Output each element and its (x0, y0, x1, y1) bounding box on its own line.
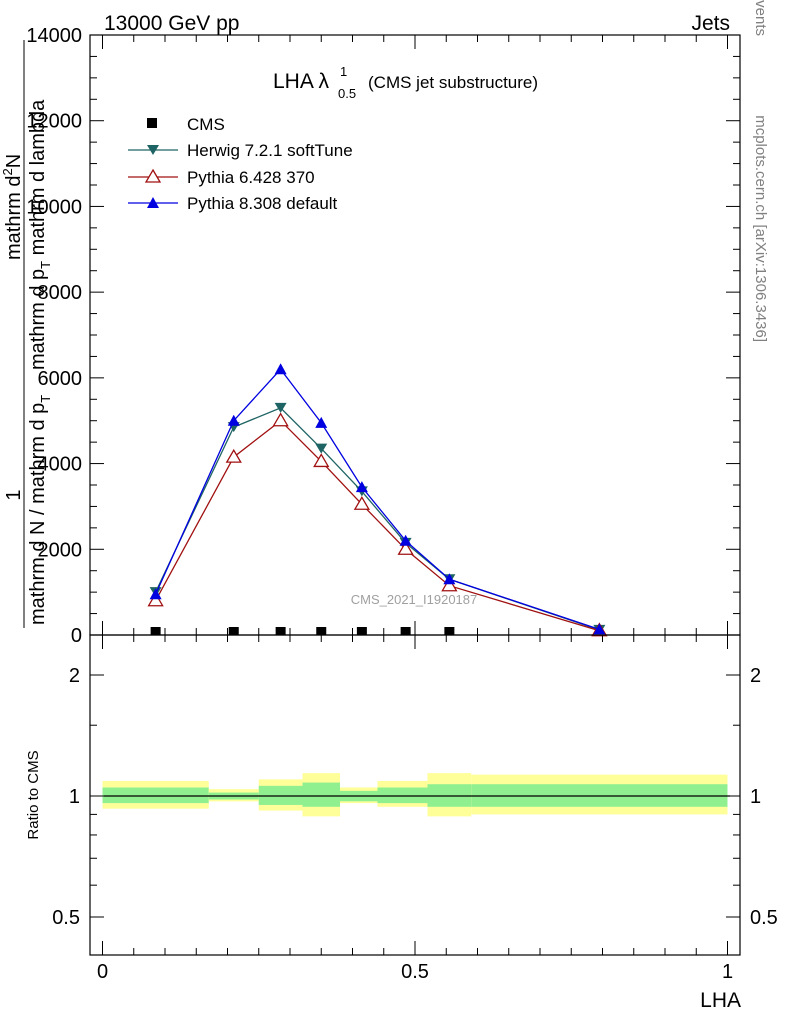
ylabel-den-sub: T (38, 261, 53, 269)
data-point-series-3 (227, 414, 240, 426)
data-point-series-3 (355, 481, 368, 493)
x-tick-label: 1 (722, 961, 733, 983)
ylabel-den-text: mathrm d p (27, 269, 49, 370)
ratio-y-label: Ratio to CMS (25, 750, 42, 839)
data-point-series-2 (272, 412, 289, 427)
ratio-y-axis: 0.5 0.5 1 1 2 2 (52, 665, 778, 929)
title-sub: 0.5 (338, 86, 356, 101)
ylabel-prefix-num: 1 (3, 489, 25, 500)
ratio-y-tick-label: 2 (69, 665, 80, 687)
ratio-y-tick-label-right: 1 (750, 786, 761, 808)
ylabel-num-sup: 2 (0, 168, 15, 175)
data-point-series-1 (315, 443, 328, 454)
legend-pythia8-label: Pythia 8.308 default (187, 194, 338, 213)
header-jets: Jets (691, 12, 730, 35)
legend-cms-marker (147, 118, 157, 128)
legend-cms-label: CMS (187, 115, 225, 134)
main-y-tick-label: 2000 (38, 539, 83, 561)
data-point-series-2 (147, 592, 164, 607)
rivet-label: Rivet 3.1.10, ≥ 2.7M events (752, 0, 769, 36)
legend-pythia6-label: Pythia 6.428 370 (187, 168, 315, 187)
ylabel-num: mathrm d2N (0, 154, 25, 260)
main-y-tick-label: 8000 (38, 282, 83, 304)
ylabel-den-end: mathrm d lambda (27, 99, 49, 261)
data-point-series-3 (149, 588, 162, 600)
ratio-band-inner (377, 787, 428, 804)
title-sup: 1 (340, 64, 347, 79)
title-lha: LHA λ (273, 70, 330, 93)
main-y-label: 1 mathrm d N / mathrm d pT mathrm d2N ma… (0, 40, 53, 628)
ratio-band-inner (302, 782, 340, 807)
ratio-band-inner (102, 787, 209, 804)
ylabel-prefix-den-sub: T (38, 395, 53, 403)
main-y-tick-label: 14000 (26, 25, 82, 47)
legend-pythia8-marker (147, 197, 159, 208)
series-line-3 (155, 368, 600, 631)
data-point-series-0 (150, 627, 161, 635)
data-point-series-0 (316, 627, 327, 635)
data-point-series-0 (228, 627, 239, 635)
analysis-watermark: CMS_2021_I1920187 (351, 592, 478, 607)
data-point-series-2 (353, 495, 371, 510)
data-point-series-3 (315, 416, 328, 428)
data-point-series-1 (274, 402, 287, 413)
ylabel-prefix-den-text: mathrm d N / mathrm d p (27, 403, 49, 625)
main-y-axis: 0 2000 4000 6000 8000 10000 12000 14000 (26, 25, 740, 647)
ratio-y-tick-label: 1 (69, 786, 80, 808)
ratio-y-tick-label-right: 0.5 (750, 907, 778, 929)
mcplots-label: mcplots.cern.ch [arXiv:1306.3436] (752, 115, 769, 342)
data-point-series-3 (274, 363, 287, 375)
data-point-series-3 (399, 534, 412, 546)
title-suffix: (CMS jet substructure) (368, 73, 538, 92)
series-line-2 (155, 419, 600, 632)
x-axis-label: LHA (700, 989, 741, 1012)
data-point-series-2 (441, 577, 458, 592)
data-point-series-0 (356, 627, 367, 635)
data-point-series-0 (444, 627, 455, 635)
header-energy: 13000 GeV pp (104, 12, 239, 35)
ylabel-num-text: mathrm d (3, 176, 25, 260)
main-data-layer (147, 363, 608, 637)
ratio-y-tick-label: 0.5 (52, 907, 80, 929)
legend-herwig-label: Herwig 7.2.1 softTune (187, 141, 353, 160)
main-y-tick-label: 10000 (26, 196, 82, 218)
main-y-tick-label: 4000 (38, 454, 83, 476)
x-tick-label: 0.5 (401, 961, 429, 983)
ylabel-num-end: N (3, 154, 25, 168)
ratio-y-tick-label-right: 2 (750, 665, 761, 687)
ylabel-prefix-den: mathrm d N / mathrm d pT (27, 395, 53, 625)
ratio-bands-layer (102, 773, 728, 817)
main-y-tick-label: 12000 (26, 111, 82, 133)
legend: CMS Herwig 7.2.1 softTune Pythia 6.428 3… (128, 115, 353, 213)
data-point-series-0 (400, 627, 411, 635)
data-point-series-2 (397, 540, 414, 555)
ratio-x-axis: 0 0.5 1 (97, 635, 733, 983)
data-point-series-2 (313, 453, 330, 468)
legend-herwig-marker (147, 145, 159, 155)
data-point-series-3 (593, 623, 606, 635)
main-y-tick-label: 0 (71, 625, 82, 647)
ylabel-den: mathrm d pT mathrm d lambda (27, 99, 53, 370)
data-point-series-2 (225, 448, 242, 463)
data-point-series-0 (275, 627, 286, 635)
data-point-series-3 (443, 573, 456, 585)
x-tick-label: 0 (97, 961, 108, 983)
ratio-band-inner (258, 785, 303, 805)
legend-pythia6-marker (144, 168, 162, 183)
main-y-tick-label: 6000 (38, 368, 83, 390)
